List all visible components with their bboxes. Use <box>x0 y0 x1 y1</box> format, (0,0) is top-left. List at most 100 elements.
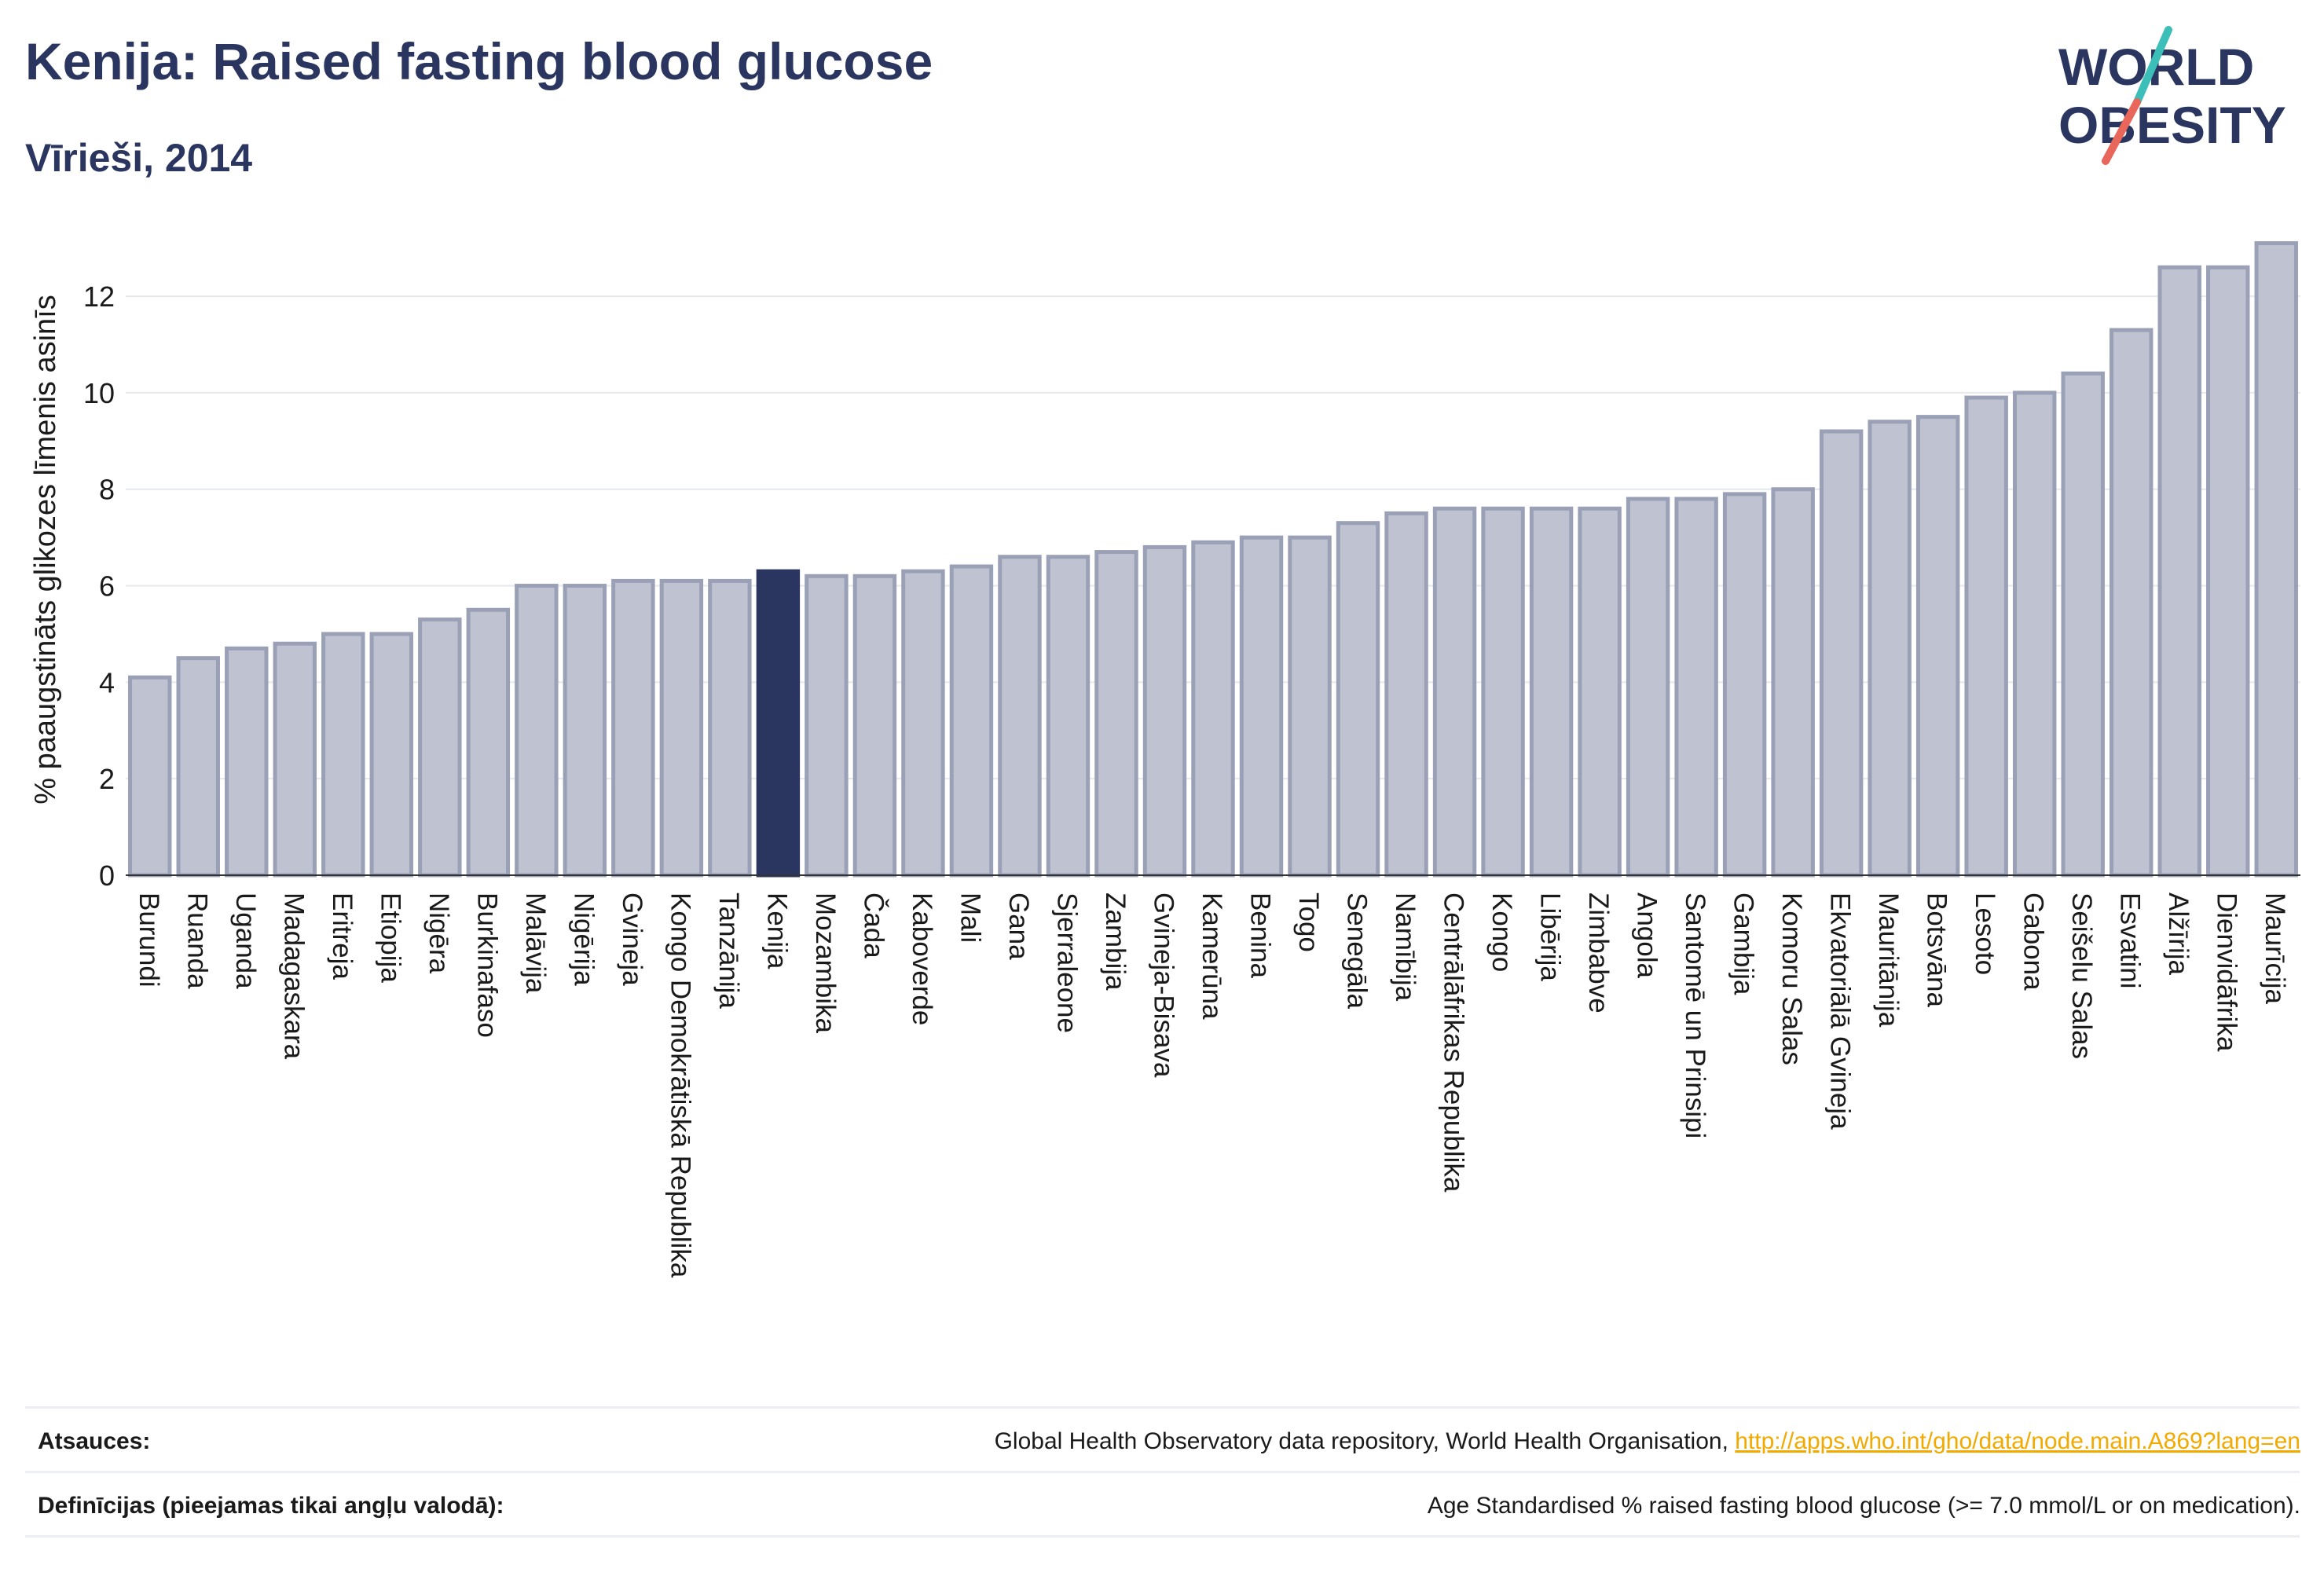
bar-gvineja <box>611 578 655 878</box>
bar-madagaskara <box>273 641 317 878</box>
x-tick-label: Namībija <box>1390 892 1420 1002</box>
x-tick-label: Santomē un Prinsipi <box>1680 892 1710 1138</box>
bar-zambija <box>1094 550 1138 878</box>
x-tick-label: Kamerūna <box>1197 892 1227 1020</box>
sources-label: Atsauces: <box>38 1428 151 1454</box>
bar-santomē-un-prinsipi <box>1674 497 1718 878</box>
sources-text: Global Health Observatory data repositor… <box>994 1428 1728 1454</box>
chart-subtitle: Vīrieši, 2014 <box>25 136 253 180</box>
bar-togo <box>1288 535 1332 878</box>
logo-slash-teal <box>2133 26 2172 106</box>
bar-seišelu-salas <box>2061 371 2105 878</box>
x-tick-label: Angola <box>1632 892 1662 979</box>
y-axis-ticks: 0 2 4 6 8 10 12 <box>83 280 115 892</box>
x-tick-label: Centrālāfrikas Republika <box>1439 892 1469 1193</box>
x-tick-label: Botsvāna <box>1922 892 1952 1007</box>
x-tick-label: Senegāla <box>1342 892 1373 1009</box>
definitions-value: Age Standardised % raised fasting blood … <box>1427 1493 2300 1519</box>
logo-line2: OBESITY <box>2058 96 2286 154</box>
footer-divider-bottom <box>25 1535 2300 1538</box>
bar-ekvatoriālā-gvineja <box>1819 429 1864 878</box>
y-tick-label: 4 <box>99 666 115 698</box>
bar-angola <box>1626 497 1670 878</box>
x-tick-label: Togo <box>1293 892 1324 952</box>
bar-kamerūna <box>1191 540 1235 878</box>
x-tick-label: Kongo <box>1486 892 1517 972</box>
x-tick-label: Mali <box>955 892 985 943</box>
world-obesity-logo: WORLD OBESITY <box>2058 26 2286 165</box>
x-tick-label: Mozambika <box>810 892 841 1033</box>
x-axis-labels: Burundi Ruanda Uganda Madagaskara Eritreja Et… <box>134 892 2290 1278</box>
bar-ruanda <box>176 656 220 878</box>
sources-value: Global Health Observatory data repositor… <box>995 1428 2300 1455</box>
x-tick-label: Nigērija <box>568 892 599 986</box>
x-tick-label: Gvineja <box>617 892 647 986</box>
x-tick-label: Mauritānija <box>1873 892 1904 1028</box>
x-tick-label: Gvineja-Bisava <box>1148 892 1178 1078</box>
x-tick-label: Čada <box>858 892 889 958</box>
bar-kongo <box>1481 506 1525 878</box>
y-tick-label: 10 <box>83 377 115 409</box>
x-tick-label: Seišelu Salas <box>2066 892 2097 1059</box>
bar-etiopija <box>369 632 414 878</box>
bar-kenija <box>756 569 801 878</box>
x-tick-label: Eritreja <box>327 892 357 980</box>
x-tick-label: Gambija <box>1728 892 1759 995</box>
definitions-label: Definīcijas (pieejamas tikai angļu valod… <box>38 1493 504 1519</box>
chart-title: Kenija: Raised fasting blood glucose <box>25 32 933 90</box>
x-tick-label: Etiopija <box>375 892 405 983</box>
bar-sjerraleone <box>1046 555 1091 878</box>
y-tick-label: 6 <box>99 570 115 603</box>
x-tick-label: Sjerraleone <box>1051 892 1082 1033</box>
x-tick-label: Lesoto <box>1970 892 2000 975</box>
x-tick-label: Zambija <box>1100 892 1131 991</box>
x-tick-label: Dienvidāfrika <box>2212 892 2242 1052</box>
x-tick-label: Ruanda <box>181 892 212 989</box>
bar-libērija <box>1529 506 1574 878</box>
bar-maurīcija <box>2254 241 2298 878</box>
x-tick-label: Ekvatoriālā Gvineja <box>1825 892 1856 1130</box>
x-tick-label: Alžīrija <box>2163 892 2194 976</box>
x-tick-label: Tanzānija <box>713 892 744 1009</box>
x-tick-label: Komoru Salas <box>1776 892 1807 1065</box>
bar-malāvija <box>515 584 559 878</box>
x-tick-label: Nigēra <box>423 892 454 974</box>
bar-benina <box>1239 535 1284 878</box>
x-tick-label: Burkinafaso <box>471 892 502 1038</box>
x-tick-label: Burundi <box>134 892 164 988</box>
bar-čada <box>852 574 897 878</box>
bar-gana <box>998 555 1042 878</box>
bar-mauritānija <box>1868 420 1912 878</box>
x-tick-label: Maurīcija <box>2260 892 2290 1005</box>
bar-mali <box>949 564 994 878</box>
bar-burundi <box>128 675 172 878</box>
bar-burkinafaso <box>466 607 511 878</box>
x-tick-label: Zimbabve <box>1583 892 1614 1013</box>
bar-senegāla <box>1336 521 1380 878</box>
y-tick-label: 8 <box>99 474 115 506</box>
bar-tanzānija <box>708 578 752 878</box>
y-tick-label: 12 <box>83 280 115 313</box>
x-tick-label: Kaboverde <box>907 892 937 1025</box>
bar-gvineja-bisava <box>1142 544 1187 878</box>
x-tick-label: Madagaskara <box>278 892 309 1060</box>
bar-namībija <box>1384 511 1428 878</box>
bar-esvatini <box>2109 328 2154 878</box>
footer-divider-middle <box>25 1471 2300 1473</box>
y-axis-label: % paaugstināts glikozes līmenis asinīs <box>29 295 62 804</box>
bar-nigērija <box>563 584 607 878</box>
x-tick-label: Gana <box>1003 892 1034 960</box>
bar-gambija <box>1722 492 1767 878</box>
sources-link[interactable]: http://apps.who.int/gho/data/node.main.A… <box>1735 1428 2300 1454</box>
x-tick-label: Gabona <box>2018 892 2049 991</box>
x-tick-label: Uganda <box>230 892 261 989</box>
y-tick-label: 0 <box>99 859 115 892</box>
x-tick-label: Libērija <box>1535 892 1566 981</box>
x-tick-label: Kongo Demokrātiskā Republika <box>665 892 695 1278</box>
x-tick-label: Kenija <box>761 892 792 969</box>
bar-centrālāfrikas-republika <box>1432 506 1477 878</box>
bar-komoru-salas <box>1771 487 1815 878</box>
bar-nigēra <box>418 618 462 878</box>
x-tick-label: Esvatini <box>2115 892 2146 989</box>
bar-botsvāna <box>1915 415 1960 878</box>
